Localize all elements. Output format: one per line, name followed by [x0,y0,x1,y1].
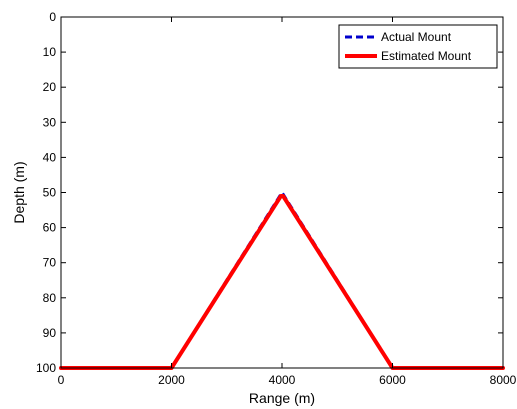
ticks: 0 2000 4000 6000 8000 0 10 20 30 40 50 60 70 80 90 100 [36,10,517,387]
y-tick-label: 90 [43,326,57,340]
x-tick-label: 8000 [490,373,517,387]
plot-area [61,17,503,368]
y-tick-label: 10 [43,45,57,59]
y-tick-label: 80 [43,291,57,305]
y-tick-label: 50 [43,186,57,200]
y-tick-label: 30 [43,115,57,129]
y-tick-label: 40 [43,150,57,164]
x-axis-label: Range (m) [249,390,315,406]
plot-background [61,17,503,368]
y-tick-label: 60 [43,221,57,235]
x-tick-label: 6000 [379,373,406,387]
legend-entry-label: Actual Mount [381,30,452,44]
y-tick-label: 70 [43,256,57,270]
y-tick-label: 0 [49,10,56,24]
legend-box [338,24,498,69]
legend-entry-label: Estimated Mount [381,49,472,63]
x-tick-label: 4000 [269,373,296,387]
y-axis-label: Depth (m) [11,161,27,223]
y-tick-label: 100 [36,361,56,375]
legend: Actual Mount Estimated Mount [338,24,498,69]
x-tick-label: 0 [58,373,65,387]
y-tick-label: 20 [43,80,57,94]
x-tick-label: 2000 [158,373,185,387]
